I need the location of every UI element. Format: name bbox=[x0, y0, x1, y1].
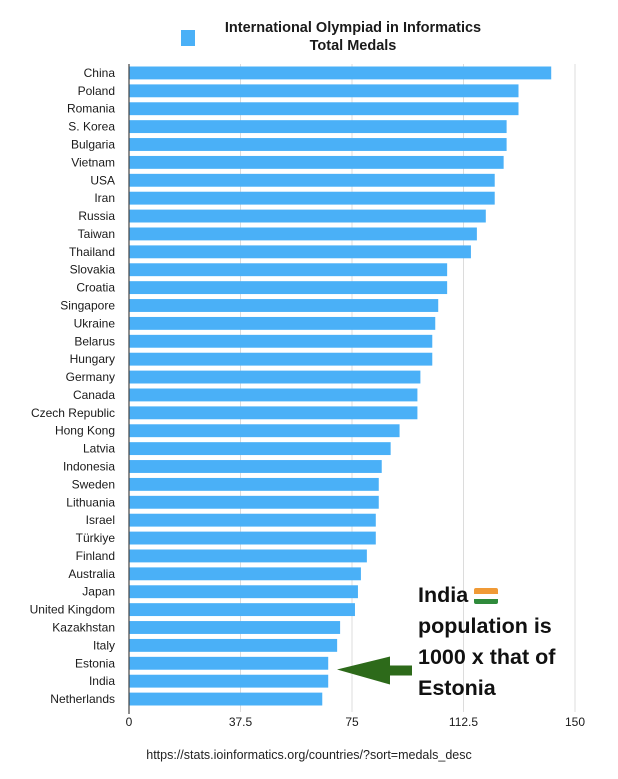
x-tick-label: 75 bbox=[345, 715, 359, 729]
annotation-line-1: India bbox=[418, 583, 469, 607]
category-label: Croatia bbox=[76, 281, 115, 295]
bar-australia bbox=[129, 567, 361, 581]
bar-germany bbox=[129, 370, 421, 384]
category-label: Czech Republic bbox=[31, 406, 115, 420]
bar-romania bbox=[129, 102, 519, 116]
category-label: Poland bbox=[78, 84, 115, 98]
chart-title-line-1: International Olympiad in Informatics bbox=[224, 20, 482, 36]
bar-kazakhstan bbox=[129, 621, 341, 634]
category-label: Australia bbox=[68, 567, 115, 581]
x-tick-label: 37.5 bbox=[229, 715, 253, 729]
bar-latvia bbox=[129, 442, 391, 456]
category-label: Russia bbox=[78, 209, 115, 223]
category-label: USA bbox=[90, 173, 115, 187]
chart-title-line-2: Total Medals bbox=[309, 38, 397, 54]
category-label: Vietnam bbox=[71, 155, 115, 169]
category-label: Hong Kong bbox=[55, 424, 115, 438]
bar-indonesia bbox=[129, 460, 382, 473]
category-label: United Kingdom bbox=[30, 603, 115, 617]
category-label: Kazakhstan bbox=[52, 621, 115, 635]
category-label: Türkiye bbox=[76, 531, 116, 545]
bar-bulgaria bbox=[129, 138, 507, 151]
bar-china bbox=[129, 66, 552, 80]
category-label: China bbox=[84, 66, 116, 80]
bar-ukraine bbox=[129, 316, 436, 330]
category-label: Estonia bbox=[75, 656, 115, 670]
category-label: Indonesia bbox=[63, 460, 115, 474]
bar-united-kingdom bbox=[129, 603, 355, 617]
annotation-arrow bbox=[337, 656, 412, 685]
bar-india bbox=[129, 674, 329, 688]
bar-poland bbox=[129, 84, 519, 98]
category-label: India bbox=[89, 674, 115, 688]
bar-czech-republic bbox=[129, 406, 418, 420]
category-label: S. Korea bbox=[68, 120, 115, 134]
category-label: Lithuania bbox=[66, 495, 115, 509]
bar-iran bbox=[129, 191, 495, 205]
bar-singapore bbox=[129, 299, 439, 312]
bar-usa bbox=[129, 173, 495, 187]
bar-thailand bbox=[129, 245, 471, 259]
category-label: Germany bbox=[66, 370, 115, 384]
x-tick-label: 150 bbox=[565, 715, 585, 729]
bar-italy bbox=[129, 638, 338, 652]
annotation-text: India population is 1000 x that of Eston… bbox=[418, 580, 608, 704]
category-label: Italy bbox=[93, 638, 115, 652]
category-label: Canada bbox=[73, 388, 115, 402]
annotation-line-4: Estonia bbox=[418, 676, 496, 700]
bar-israel bbox=[129, 513, 376, 527]
category-label: Iran bbox=[94, 191, 115, 205]
category-label: Thailand bbox=[69, 245, 115, 259]
bar-taiwan bbox=[129, 227, 477, 241]
bar-belarus bbox=[129, 334, 433, 348]
category-label: Japan bbox=[82, 585, 115, 599]
bar-canada bbox=[129, 388, 418, 402]
category-label: Finland bbox=[76, 549, 115, 563]
category-label: Israel bbox=[86, 513, 115, 527]
bar-s-korea bbox=[129, 120, 507, 134]
bar-hong-kong bbox=[129, 424, 400, 438]
bar-netherlands bbox=[129, 692, 323, 706]
category-label: Latvia bbox=[83, 442, 115, 456]
bar-vietnam bbox=[129, 155, 504, 169]
category-label: Romania bbox=[67, 102, 115, 116]
bar-croatia bbox=[129, 281, 448, 295]
category-label: Bulgaria bbox=[71, 138, 115, 152]
category-label: Belarus bbox=[74, 334, 115, 348]
annotation-line-2: population is bbox=[418, 614, 552, 638]
category-label: Hungary bbox=[70, 352, 115, 366]
bar-finland bbox=[129, 549, 367, 563]
bar-lithuania bbox=[129, 495, 379, 509]
category-label: Singapore bbox=[60, 299, 115, 313]
source-url: https://stats.ioinformatics.org/countrie… bbox=[146, 748, 472, 762]
bar-japan bbox=[129, 585, 358, 599]
category-label: Taiwan bbox=[78, 227, 115, 241]
bar-sweden bbox=[129, 477, 379, 491]
category-label: Netherlands bbox=[50, 692, 115, 706]
bar-russia bbox=[129, 209, 486, 223]
x-tick-label: 0 bbox=[126, 715, 133, 729]
bar-slovakia bbox=[129, 263, 448, 277]
bar-hungary bbox=[129, 352, 433, 366]
category-label: Sweden bbox=[72, 477, 115, 491]
x-tick-label: 112.5 bbox=[449, 715, 478, 729]
annotation-line-3: 1000 x that of bbox=[418, 645, 556, 669]
india-flag-icon bbox=[474, 588, 499, 605]
category-label: Ukraine bbox=[74, 316, 116, 330]
bar-t-rkiye bbox=[129, 531, 376, 545]
legend-swatch bbox=[181, 30, 195, 46]
bar-estonia bbox=[129, 656, 329, 670]
category-label: Slovakia bbox=[70, 263, 116, 277]
